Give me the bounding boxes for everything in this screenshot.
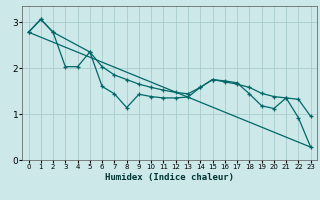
X-axis label: Humidex (Indice chaleur): Humidex (Indice chaleur) (105, 173, 234, 182)
